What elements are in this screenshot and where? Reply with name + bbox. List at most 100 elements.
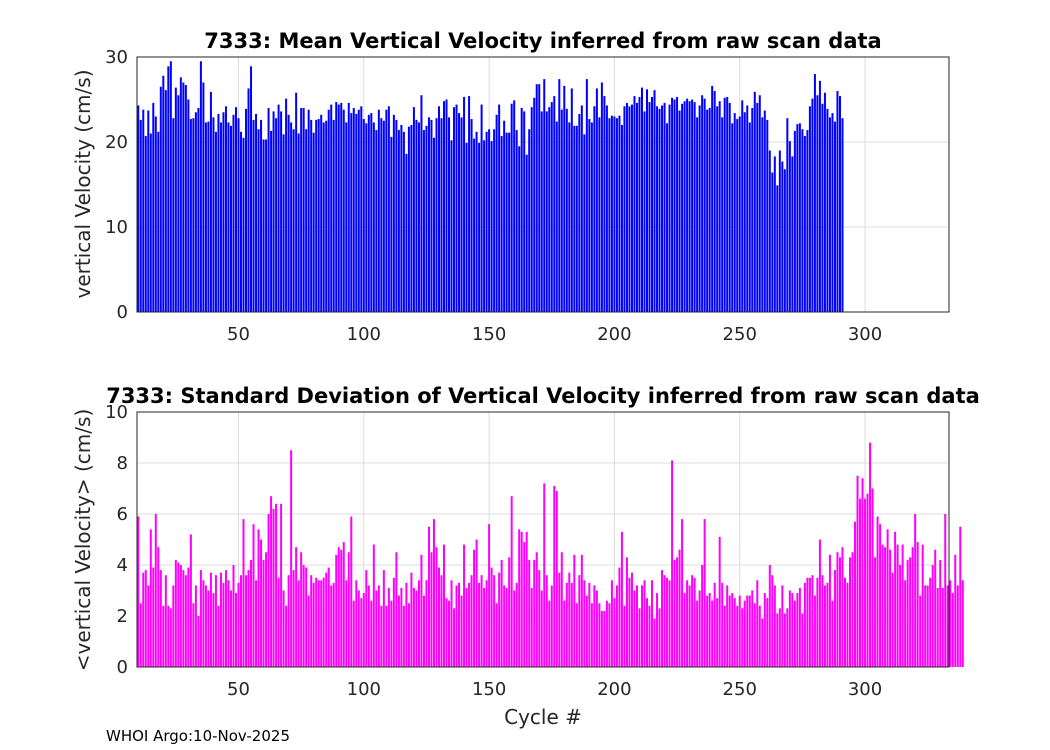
bar [618, 115, 621, 313]
bar [322, 122, 325, 312]
bar [781, 585, 784, 667]
bar [417, 122, 420, 312]
bar [490, 567, 493, 667]
bar [390, 600, 393, 667]
bar [222, 582, 225, 667]
bar [270, 496, 273, 667]
bar [778, 150, 781, 312]
bar [595, 590, 598, 667]
bar [889, 549, 892, 667]
bar [718, 101, 721, 312]
bar [252, 119, 255, 313]
bar [445, 598, 448, 667]
bar [493, 575, 496, 667]
bar [623, 605, 626, 667]
bar [560, 552, 563, 667]
bar [262, 139, 265, 312]
bar [493, 129, 496, 312]
bar [538, 84, 541, 312]
bar [708, 108, 711, 312]
bar [811, 575, 814, 667]
bar [272, 111, 275, 313]
bar [458, 582, 461, 667]
bar [929, 577, 932, 667]
bar [275, 503, 278, 667]
mean-velocity-chart: 50 100 150 200 250 300 0 10 20 30 7333: Mean Ver… [71, 29, 950, 345]
bar [941, 587, 944, 667]
bar [209, 572, 212, 667]
bar [330, 585, 333, 667]
bar [831, 113, 834, 312]
bar [473, 138, 476, 312]
bar [914, 514, 917, 667]
bar [234, 107, 237, 313]
bar [320, 114, 323, 312]
bar [828, 554, 831, 667]
bar [182, 570, 185, 667]
bar [437, 567, 440, 667]
bar [292, 570, 295, 667]
bar [836, 91, 839, 312]
bar [232, 565, 235, 667]
bar [237, 582, 240, 667]
bar [360, 598, 363, 667]
bar [625, 102, 628, 313]
bar [147, 585, 150, 667]
x-axis-label: Cycle # [504, 705, 582, 729]
bar [219, 572, 222, 667]
bar [703, 519, 706, 667]
bar [277, 577, 280, 667]
bar [803, 582, 806, 667]
bar [681, 103, 684, 312]
bar [490, 141, 493, 312]
bar [327, 109, 330, 312]
bar [375, 130, 378, 312]
bar [432, 137, 435, 312]
bar [297, 133, 300, 312]
bar [575, 125, 578, 312]
bar [159, 86, 162, 312]
bar [801, 613, 804, 667]
bar [229, 590, 232, 667]
bar [723, 605, 726, 667]
bar [149, 133, 152, 312]
bar [959, 526, 962, 667]
bar [533, 559, 536, 667]
bar [184, 575, 187, 667]
bar [317, 580, 320, 667]
bar [653, 618, 656, 667]
bar [706, 109, 709, 312]
bar [643, 580, 646, 667]
bar [753, 603, 756, 667]
bar [290, 450, 293, 667]
bar [796, 124, 799, 313]
bar [743, 112, 746, 312]
chart-title: 7333: Standard Deviation of Vertical Vel… [106, 384, 980, 408]
bar [169, 608, 172, 667]
bar [663, 102, 666, 313]
bar [375, 590, 378, 667]
bar [270, 130, 273, 312]
bar [879, 524, 882, 667]
bar [608, 118, 611, 312]
bar [362, 593, 365, 667]
bar [540, 111, 543, 313]
bar [766, 598, 769, 667]
bar [370, 600, 373, 667]
bar [671, 97, 674, 312]
bar [686, 98, 689, 313]
bar [503, 120, 506, 312]
bar [550, 102, 553, 312]
bar [688, 585, 691, 667]
bar [164, 575, 167, 667]
bar [568, 122, 571, 312]
bar [713, 582, 716, 667]
bar [139, 119, 142, 313]
bar [598, 603, 601, 667]
bar [859, 498, 862, 667]
bar [207, 121, 210, 312]
bar [242, 137, 245, 312]
bar [555, 121, 558, 312]
bar [535, 84, 538, 312]
bar [818, 80, 821, 312]
